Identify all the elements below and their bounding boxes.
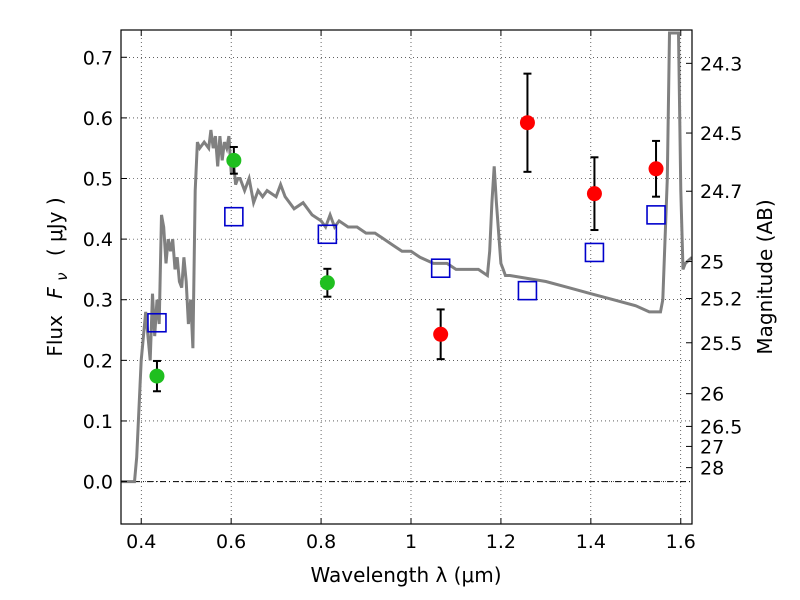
x-tick-label-6: 1.6: [666, 531, 696, 553]
x-tick-label-0: 0.4: [126, 531, 156, 553]
y-axis-ticks: 0.0 0.1 0.2 0.3 0.4 0.5 0.6 0.7: [83, 47, 127, 494]
y-tick-label-7: 0.7: [83, 47, 113, 69]
y-tick-label-5: 0.5: [83, 169, 113, 191]
model-photometry-point-4: [517, 280, 538, 301]
data-markers: [147, 115, 666, 384]
y-axis-title-main: Flux: [43, 315, 67, 357]
x-tick-label-2: 0.8: [306, 531, 336, 553]
y-axis-title-subscript: ν: [53, 272, 71, 280]
y-tick-label-6: 0.6: [83, 108, 113, 130]
y2-tick-label-5: 25.5: [700, 333, 742, 355]
x-tick-label-4: 1.2: [486, 531, 516, 553]
y2-tick-label-1: 24.5: [700, 123, 742, 145]
y-axis-title: Flux F ν ( μJy ): [43, 197, 72, 356]
model-photometry-point-6: [646, 205, 666, 225]
model-spectrum-line: [121, 31, 692, 484]
green-observed-point-1: [226, 152, 242, 168]
y-tick-label-3: 0.3: [83, 290, 113, 312]
red-observed-point-2: [586, 186, 602, 202]
y-axis-title-unit: ( μJy ): [43, 197, 67, 256]
y2-tick-label-9: 28: [700, 458, 724, 480]
model-photometry-point-5: [584, 242, 605, 263]
plot-frame: [120, 29, 693, 525]
y2-tick-label-2: 24.7: [700, 181, 742, 203]
y-tick-label-2: 0.2: [83, 350, 113, 372]
red-observed-point-1: [519, 115, 535, 131]
y-tick-label-4: 0.4: [83, 229, 113, 251]
model-photometry-point-1: [224, 206, 244, 227]
y2-tick-label-0: 24.3: [700, 53, 742, 75]
green-observed-point-2: [319, 275, 335, 291]
red-observed-point-0: [433, 326, 449, 342]
x-tick-label-1: 0.6: [216, 531, 246, 553]
y-tick-label-0: 0.0: [83, 472, 113, 494]
y2-tick-label-7: 26.5: [700, 416, 742, 438]
model-photometry-point-0: [147, 312, 167, 333]
red-observed-point-3: [648, 161, 664, 177]
x-axis-ticks: 0.4 0.6 0.8 1 1.2 1.4 1.6: [126, 30, 696, 553]
model-photometry-point-3: [430, 258, 451, 279]
x-tick-label-3: 1: [405, 531, 417, 553]
y2-axis-title: Magnitude (AB): [753, 199, 777, 354]
x-tick-label-5: 1.4: [576, 531, 606, 553]
x-axis-title: Wavelength λ (μm): [310, 563, 501, 587]
plot-background: [121, 30, 692, 524]
green-observed-point-0: [149, 368, 165, 384]
y2-tick-label-6: 26: [700, 384, 724, 406]
y-tick-label-1: 0.1: [83, 411, 113, 433]
y2-tick-label-4: 25.2: [700, 289, 742, 311]
y2-tick-label-3: 25: [700, 252, 724, 274]
y2-tick-label-8: 27: [700, 436, 724, 458]
model-photometry-point-2: [317, 224, 338, 245]
y-axis-title-symbol: F: [43, 287, 67, 299]
